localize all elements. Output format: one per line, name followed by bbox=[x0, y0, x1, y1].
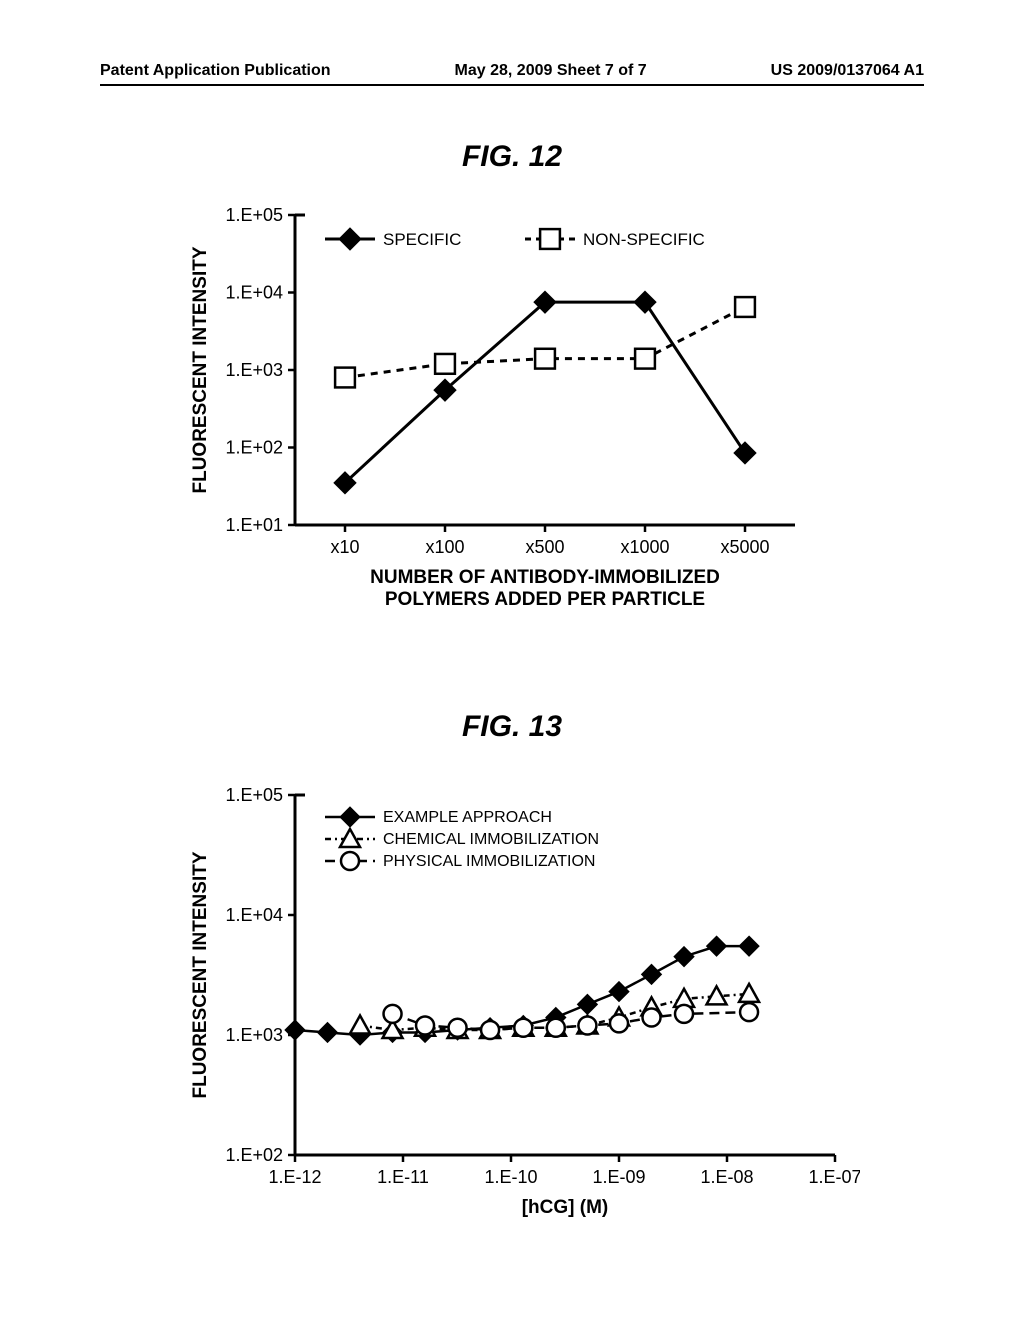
svg-text:1.E-07: 1.E-07 bbox=[808, 1167, 860, 1187]
svg-text:NUMBER OF ANTIBODY-IMMOBILIZED: NUMBER OF ANTIBODY-IMMOBILIZED bbox=[370, 567, 720, 588]
svg-text:1.E+02: 1.E+02 bbox=[225, 1145, 283, 1165]
fig13-chart: 1.E+02 1.E+03 1.E+04 1.E+05 1.E-12 1.E-11 1.E-… bbox=[180, 780, 860, 1240]
svg-text:EXAMPLE APPROACH: EXAMPLE APPROACH bbox=[383, 809, 552, 826]
fig12-svg: 1.E+01 1.E+02 1.E+03 1.E+04 1.E+05 x10 x100 x50… bbox=[180, 200, 820, 640]
header-center: May 28, 2009 Sheet 7 of 7 bbox=[455, 62, 647, 80]
svg-text:x5000: x5000 bbox=[720, 537, 769, 557]
svg-text:1.E-09: 1.E-09 bbox=[592, 1167, 645, 1187]
svg-text:1.E+02: 1.E+02 bbox=[225, 438, 283, 458]
header-right: US 2009/0137064 A1 bbox=[771, 62, 924, 80]
svg-text:x500: x500 bbox=[525, 537, 564, 557]
svg-text:1.E+03: 1.E+03 bbox=[225, 360, 283, 380]
svg-text:1.E-12: 1.E-12 bbox=[268, 1167, 321, 1187]
svg-text:PHYSICAL IMMOBILIZATION: PHYSICAL IMMOBILIZATION bbox=[383, 853, 595, 870]
fig13-svg: 1.E+02 1.E+03 1.E+04 1.E+05 1.E-12 1.E-11 1.E-… bbox=[180, 780, 860, 1240]
page-header: Patent Application Publication May 28, 2… bbox=[100, 62, 924, 80]
svg-text:1.E+05: 1.E+05 bbox=[225, 205, 283, 225]
svg-text:1.E+05: 1.E+05 bbox=[225, 785, 283, 805]
svg-text:1.E+04: 1.E+04 bbox=[225, 905, 283, 925]
fig12-chart: 1.E+01 1.E+02 1.E+03 1.E+04 1.E+05 x10 x100 x50… bbox=[180, 200, 820, 640]
svg-text:1.E+01: 1.E+01 bbox=[225, 515, 283, 535]
svg-text:FLUORESCENT INTENSITY: FLUORESCENT INTENSITY bbox=[190, 851, 211, 1098]
fig13-title: FIG. 13 bbox=[0, 710, 1024, 744]
svg-text:SPECIFIC: SPECIFIC bbox=[383, 230, 461, 249]
svg-text:x1000: x1000 bbox=[620, 537, 669, 557]
svg-text:1.E+04: 1.E+04 bbox=[225, 283, 283, 303]
svg-text:x100: x100 bbox=[425, 537, 464, 557]
svg-text:FLUORESCENT INTENSITY: FLUORESCENT INTENSITY bbox=[190, 246, 211, 493]
svg-text:[hCG] (M): [hCG] (M) bbox=[522, 1197, 609, 1218]
fig12-title: FIG. 12 bbox=[0, 140, 1024, 174]
svg-text:x10: x10 bbox=[330, 537, 359, 557]
svg-text:POLYMERS ADDED PER PARTICLE: POLYMERS ADDED PER PARTICLE bbox=[385, 589, 705, 610]
page: Patent Application Publication May 28, 2… bbox=[0, 0, 1024, 1320]
header-rule bbox=[100, 84, 924, 86]
svg-text:1.E-11: 1.E-11 bbox=[377, 1167, 429, 1187]
svg-text:CHEMICAL IMMOBILIZATION: CHEMICAL IMMOBILIZATION bbox=[383, 831, 599, 848]
header-left: Patent Application Publication bbox=[100, 62, 331, 80]
svg-text:NON-SPECIFIC: NON-SPECIFIC bbox=[583, 230, 705, 249]
svg-text:1.E-08: 1.E-08 bbox=[700, 1167, 753, 1187]
svg-text:1.E+03: 1.E+03 bbox=[225, 1025, 283, 1045]
svg-text:1.E-10: 1.E-10 bbox=[484, 1167, 537, 1187]
